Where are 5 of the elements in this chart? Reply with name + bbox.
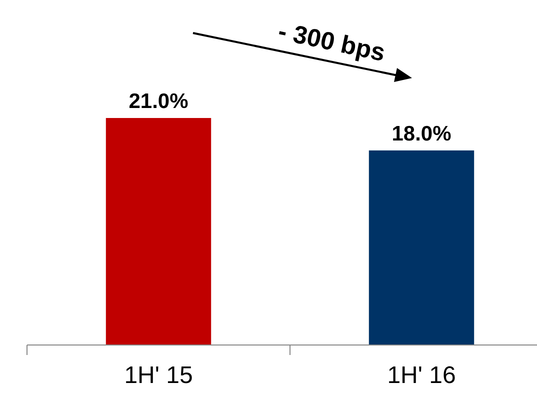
- x-tick-label: 1H' 15: [124, 362, 193, 389]
- data-label: 18.0%: [392, 122, 452, 146]
- x-tick-label: 1H' 16: [387, 362, 456, 389]
- text: - 300 bps: [276, 17, 388, 68]
- data-label: 21.0%: [128, 90, 189, 113]
